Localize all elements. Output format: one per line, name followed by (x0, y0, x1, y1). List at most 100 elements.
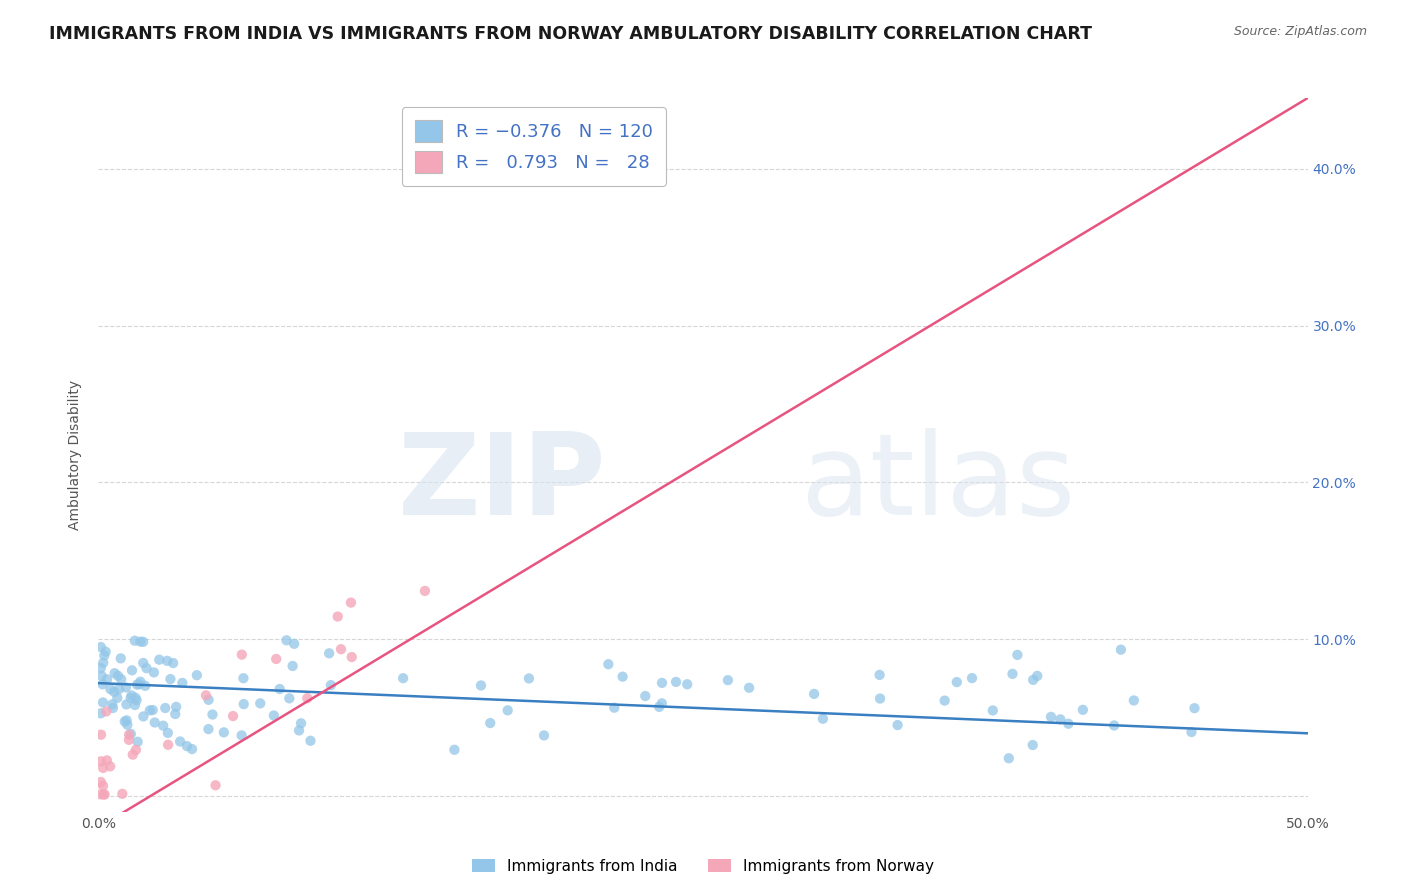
Y-axis label: Ambulatory Disability: Ambulatory Disability (69, 380, 83, 530)
Point (121, 747, 143, 762)
Text: Source: ZipAtlas.com: Source: ZipAtlas.com (1233, 25, 1367, 38)
Point (115, 714, 138, 728)
Point (125, 693, 148, 707)
Point (110, 651, 132, 665)
Point (665, 674, 688, 689)
Point (111, 787, 134, 801)
Point (212, 725, 235, 739)
Point (1109, 642, 1132, 657)
Point (93, 788, 115, 802)
Point (96, 673, 118, 687)
Point (1184, 701, 1206, 715)
Point (132, 656, 155, 670)
Point (90, 706, 112, 721)
Point (91, 656, 114, 670)
Point (142, 665, 165, 680)
Point (124, 633, 146, 648)
Point (115, 698, 138, 712)
Point (120, 727, 142, 741)
Point (869, 691, 891, 706)
Point (118, 732, 141, 747)
Point (479, 716, 502, 731)
Point (91, 695, 114, 709)
Point (110, 673, 132, 687)
Point (264, 652, 287, 666)
Legend: Immigrants from India, Immigrants from Norway: Immigrants from India, Immigrants from N… (465, 853, 941, 880)
Point (651, 696, 673, 710)
Point (603, 700, 626, 714)
Point (121, 663, 143, 677)
Point (598, 657, 620, 672)
Point (1057, 716, 1080, 731)
Point (263, 708, 285, 723)
Point (634, 689, 657, 703)
Point (91, 779, 114, 793)
Point (96, 705, 118, 719)
Point (276, 633, 298, 648)
Point (132, 709, 155, 723)
Point (94, 645, 117, 659)
Point (114, 714, 136, 729)
Point (124, 698, 146, 712)
Point (197, 722, 219, 736)
Point (811, 712, 834, 726)
Point (90, 661, 112, 675)
Point (125, 678, 148, 692)
Point (194, 689, 217, 703)
Point (139, 703, 162, 717)
Point (156, 726, 179, 740)
Point (91, 761, 114, 775)
Point (115, 681, 138, 695)
Point (101, 698, 124, 712)
Point (162, 656, 184, 670)
Point (803, 687, 825, 701)
Point (204, 778, 226, 792)
Point (232, 697, 254, 711)
Point (181, 742, 204, 756)
Point (281, 659, 304, 673)
Point (104, 666, 127, 681)
Point (201, 707, 224, 722)
Point (717, 673, 740, 688)
Text: ZIP: ZIP (398, 428, 606, 539)
Point (1007, 648, 1029, 662)
Point (946, 675, 969, 690)
Point (648, 699, 671, 714)
Point (90, 754, 112, 768)
Point (91, 677, 114, 691)
Point (90, 775, 112, 789)
Point (148, 653, 170, 667)
Point (340, 650, 363, 665)
Point (1026, 669, 1049, 683)
Point (93, 788, 115, 802)
Point (1071, 703, 1094, 717)
Point (90, 669, 112, 683)
Point (934, 693, 956, 707)
Point (319, 678, 342, 692)
Point (134, 679, 156, 693)
Legend: R = −0.376   N = 120, R =   0.793   N =   28: R = −0.376 N = 120, R = 0.793 N = 28 (402, 107, 665, 186)
Point (1049, 712, 1071, 726)
Point (117, 717, 139, 731)
Point (100, 682, 122, 697)
Point (960, 671, 983, 685)
Point (318, 646, 340, 660)
Text: IMMIGRANTS FROM INDIA VS IMMIGRANTS FROM NORWAY AMBULATORY DISABILITY CORRELATIO: IMMIGRANTS FROM INDIA VS IMMIGRANTS FROM… (49, 25, 1092, 43)
Point (222, 709, 245, 723)
Point (886, 718, 908, 732)
Point (156, 654, 179, 668)
Point (1122, 693, 1144, 707)
Point (121, 689, 143, 703)
Point (186, 668, 208, 682)
Point (129, 634, 152, 648)
Point (998, 751, 1021, 765)
Point (107, 669, 129, 683)
Point (340, 596, 363, 610)
Point (135, 661, 157, 675)
Point (169, 734, 191, 748)
Point (93, 648, 115, 663)
Point (869, 668, 891, 682)
Point (231, 648, 253, 662)
Point (297, 691, 319, 706)
Point (1180, 725, 1202, 739)
